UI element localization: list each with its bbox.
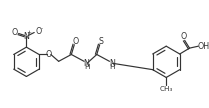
Text: O: O — [180, 32, 186, 41]
Text: CH₃: CH₃ — [159, 86, 173, 92]
Text: -: - — [41, 26, 43, 31]
Text: O: O — [72, 37, 78, 46]
Text: H: H — [84, 64, 89, 70]
Text: OH: OH — [197, 42, 209, 51]
Text: +: + — [26, 30, 31, 36]
Text: N: N — [109, 59, 115, 68]
Text: N: N — [23, 32, 29, 41]
Text: O: O — [35, 27, 41, 36]
Text: H: H — [109, 64, 115, 70]
Text: O: O — [11, 28, 18, 37]
Text: O: O — [46, 50, 52, 59]
Text: N: N — [84, 59, 89, 68]
Text: S: S — [98, 37, 103, 46]
